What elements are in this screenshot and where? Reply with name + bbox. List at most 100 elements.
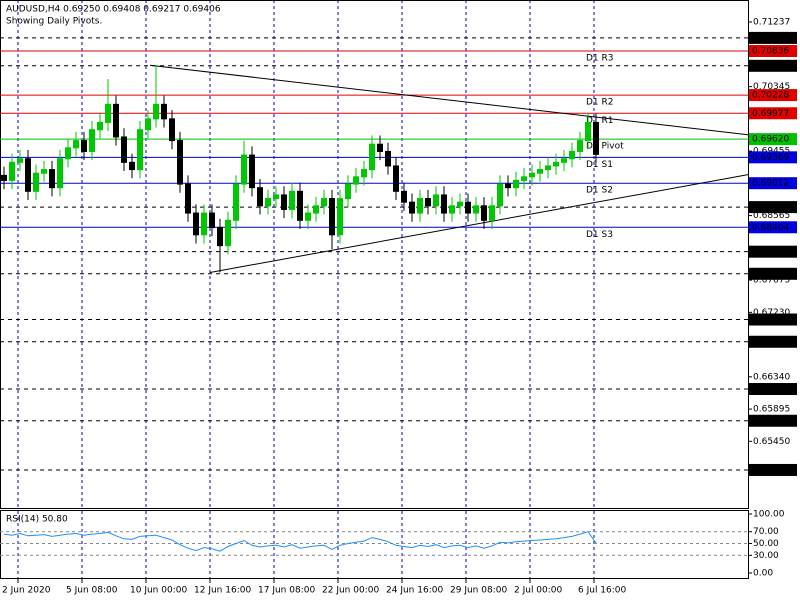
candle-body: [0, 174, 7, 181]
pivot-value-label: 0.69977: [752, 109, 789, 119]
candle-body: [457, 201, 463, 207]
candle-body: [393, 165, 399, 192]
candle-body: [105, 103, 111, 123]
hline-label-box: [749, 335, 797, 348]
hline-label-box: [749, 267, 797, 280]
x-tick-label: 10 Jun 00:00: [130, 586, 187, 596]
x-tick-label: 2 Jun 2020: [2, 586, 51, 596]
x-tick-label: 17 Jun 08:00: [258, 586, 315, 596]
candle-body: [433, 194, 439, 207]
candle-body: [385, 150, 391, 167]
candle-body: [273, 194, 279, 200]
candle-body: [25, 158, 31, 192]
x-tick-label: 22 Jun 00:00: [322, 586, 379, 596]
candle-body: [545, 165, 551, 171]
pivot-value-label-box: [749, 133, 797, 146]
y-tick-label: 0.65450: [753, 437, 790, 447]
candle-body: [193, 212, 199, 236]
candle-body: [297, 190, 303, 221]
candle-body: [441, 194, 447, 214]
candle-body: [369, 143, 375, 171]
candle-body: [65, 147, 71, 160]
candle-body: [561, 158, 567, 163]
candle-body: [521, 176, 527, 181]
candle-body: [169, 118, 175, 142]
rsi-line: [3, 531, 597, 552]
pivot-value-label-box: [749, 107, 797, 120]
y-tick-label: 0.71237: [753, 17, 790, 27]
hline-label-box: [749, 414, 797, 427]
candle-body: [217, 227, 223, 247]
pivot-value-label: 0.69620: [752, 135, 789, 145]
candle-body: [41, 169, 47, 174]
hline-label: 0.68067: [752, 247, 789, 257]
candle-body: [129, 161, 135, 171]
y-tick-label: 0.65895: [753, 405, 790, 415]
pivot-value-label-box: [749, 221, 797, 234]
pivot-value-label-box: [749, 177, 797, 190]
symbol-line: AUDUSD,H4 0.69250 0.69408 0.69217 0.6940…: [6, 5, 221, 15]
rsi-tick-label: 100.00: [753, 510, 785, 520]
rsi-tick-label: 30.00: [753, 551, 779, 561]
y-tick-label: 0.67230: [753, 308, 790, 318]
candle-body: [89, 129, 95, 152]
candle-body: [465, 201, 471, 214]
candle-body: [233, 183, 239, 221]
candle-body: [593, 121, 599, 155]
candle-body: [145, 118, 151, 131]
candle-body: [97, 121, 103, 131]
candle-body: [345, 183, 351, 200]
pivot-value-label: 0.69369: [752, 153, 789, 163]
rsi-panel-frame: [0, 510, 749, 579]
candle-body: [113, 103, 119, 138]
candle-body: [529, 172, 535, 178]
candle-body: [513, 179, 519, 189]
candle-body: [361, 169, 367, 178]
candle-body: [241, 154, 247, 185]
pivot-value-label-box: [749, 45, 797, 58]
candle-body: [401, 190, 407, 203]
candle-body: [417, 198, 423, 214]
candle-body: [265, 198, 271, 207]
pivot-value-label: 0.68404: [752, 223, 789, 233]
pivot-name: D1 S1: [586, 160, 613, 170]
candle-body: [537, 169, 543, 174]
candle-body: [9, 161, 15, 181]
main-panel-frame: [0, 0, 749, 509]
candle-body: [377, 143, 383, 152]
x-tick-label: 2 Jul 00:00: [514, 586, 563, 596]
rsi-tick-label: 70.00: [753, 527, 779, 537]
candle-body: [313, 205, 319, 214]
rsi-title: RSI(14) 50.80: [6, 515, 68, 525]
candle-body: [185, 183, 191, 214]
pivot-value-label-box: [749, 151, 797, 164]
candle-body: [225, 219, 231, 247]
hline-label: 0.66824: [752, 337, 789, 347]
hline-label: 0.67131: [752, 315, 789, 325]
candle-body: [585, 121, 591, 142]
pivot-name: D1 R2: [586, 98, 614, 108]
candle-body: [81, 140, 87, 152]
candle-body: [289, 190, 295, 210]
candle-body: [497, 183, 503, 207]
hline-label-box: [749, 59, 797, 72]
trendline: [209, 174, 749, 273]
rsi-tick-label: 0.00: [753, 569, 773, 579]
candle-body: [329, 198, 335, 236]
candle-body: [201, 212, 207, 236]
hline-label: 0.65734: [752, 416, 789, 426]
pivot-note: Showing Daily Pivots.: [6, 17, 102, 27]
hline-label-box: [749, 245, 797, 258]
candle-body: [321, 198, 327, 207]
y-tick-label: 0.70345: [753, 82, 790, 92]
candle-body: [49, 169, 55, 189]
candle-body: [449, 205, 455, 214]
candle-body: [57, 158, 63, 189]
y-tick-label: 0.67675: [753, 276, 790, 286]
candle-body: [489, 205, 495, 221]
candle-body: [137, 129, 143, 171]
candle-body: [569, 150, 575, 160]
candle-body: [161, 103, 167, 120]
